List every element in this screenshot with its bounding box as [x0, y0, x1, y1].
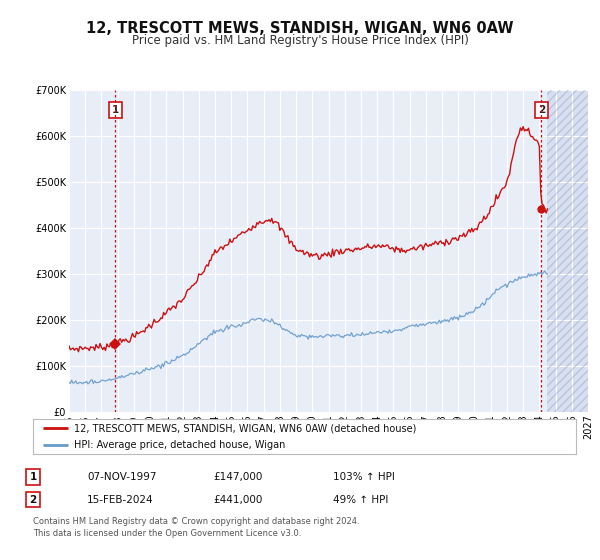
- Text: Contains HM Land Registry data © Crown copyright and database right 2024.: Contains HM Land Registry data © Crown c…: [33, 517, 359, 526]
- Text: 103% ↑ HPI: 103% ↑ HPI: [333, 472, 395, 482]
- Text: This data is licensed under the Open Government Licence v3.0.: This data is licensed under the Open Gov…: [33, 529, 301, 538]
- Text: 1: 1: [112, 105, 119, 115]
- Text: 1: 1: [29, 472, 37, 482]
- Text: £441,000: £441,000: [213, 494, 262, 505]
- Text: 2: 2: [538, 105, 545, 115]
- Text: 15-FEB-2024: 15-FEB-2024: [87, 494, 154, 505]
- Text: 07-NOV-1997: 07-NOV-1997: [87, 472, 157, 482]
- Text: 2: 2: [29, 494, 37, 505]
- Text: Price paid vs. HM Land Registry's House Price Index (HPI): Price paid vs. HM Land Registry's House …: [131, 34, 469, 46]
- Bar: [547, 90, 588, 412]
- Text: 12, TRESCOTT MEWS, STANDISH, WIGAN, WN6 0AW: 12, TRESCOTT MEWS, STANDISH, WIGAN, WN6 …: [86, 21, 514, 36]
- Bar: [547, 90, 588, 412]
- Text: 12, TRESCOTT MEWS, STANDISH, WIGAN, WN6 0AW (detached house): 12, TRESCOTT MEWS, STANDISH, WIGAN, WN6 …: [74, 423, 416, 433]
- Text: £147,000: £147,000: [213, 472, 262, 482]
- Text: HPI: Average price, detached house, Wigan: HPI: Average price, detached house, Wiga…: [74, 440, 285, 450]
- Text: 49% ↑ HPI: 49% ↑ HPI: [333, 494, 388, 505]
